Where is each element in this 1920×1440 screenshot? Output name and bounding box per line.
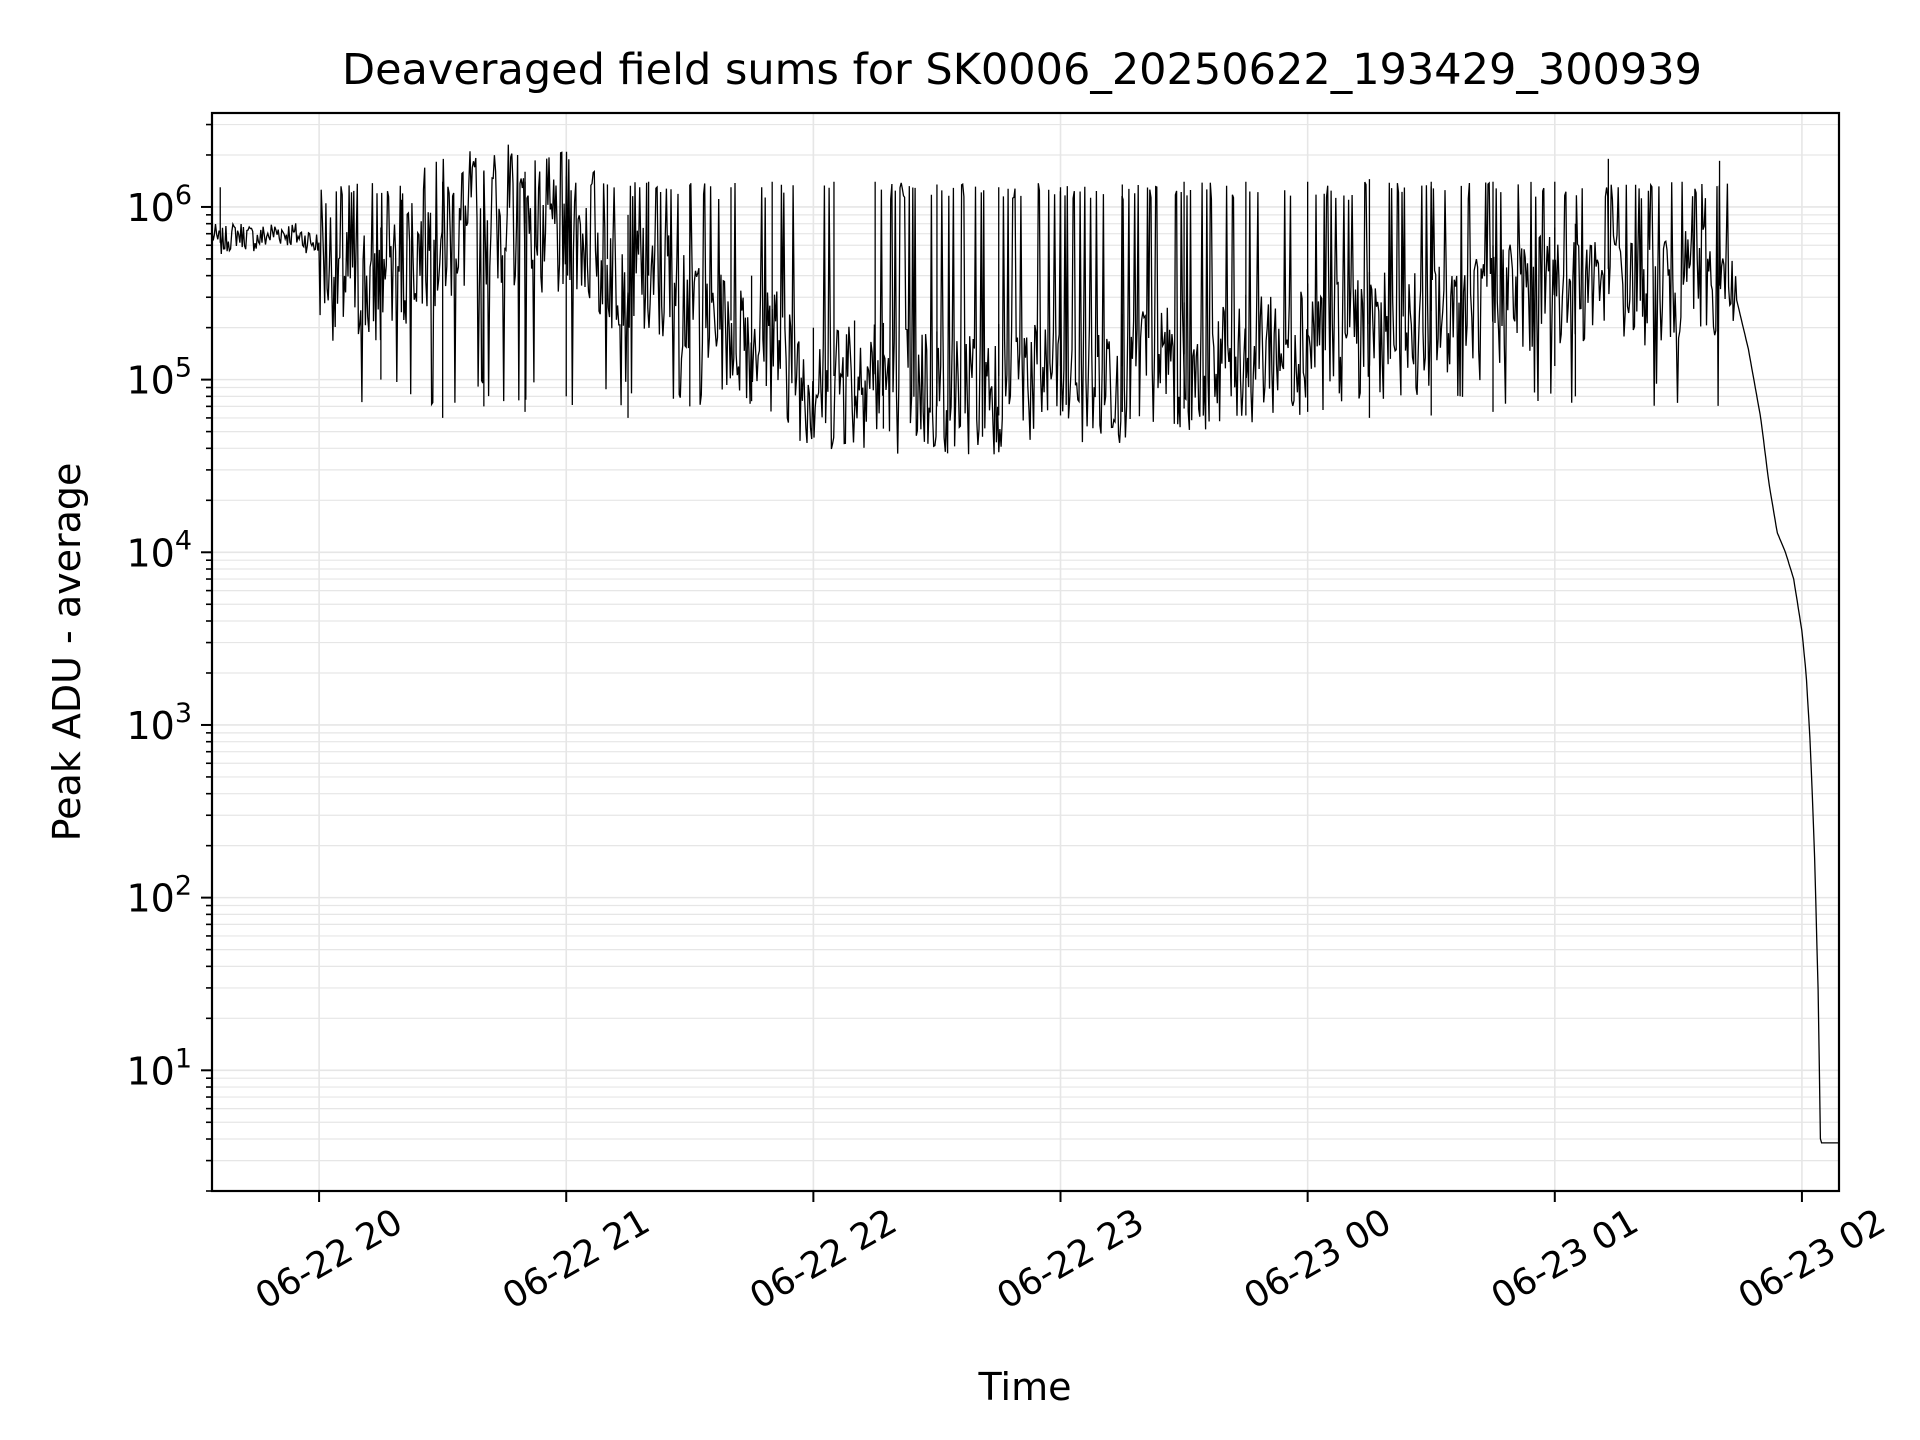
y-axis: 101 102 103 104 105 106 <box>126 123 212 1192</box>
plot-area <box>211 144 1839 1144</box>
y-tick-label: 104 <box>126 525 192 575</box>
y-tick-label: 103 <box>126 698 192 748</box>
y-tick-label: 105 <box>126 353 192 403</box>
chart-title: Deaveraged field sums for SK0006_2025062… <box>342 45 1702 95</box>
y-tick-label: 106 <box>126 180 192 230</box>
y-axis-label: Peak ADU - average <box>45 463 89 842</box>
series-line <box>211 144 1839 1144</box>
axes-frame <box>210 111 1841 1193</box>
y-tick-label: 101 <box>126 1043 192 1093</box>
y-tick-label: 102 <box>126 871 192 921</box>
x-axis-label: Time <box>978 1365 1072 1409</box>
